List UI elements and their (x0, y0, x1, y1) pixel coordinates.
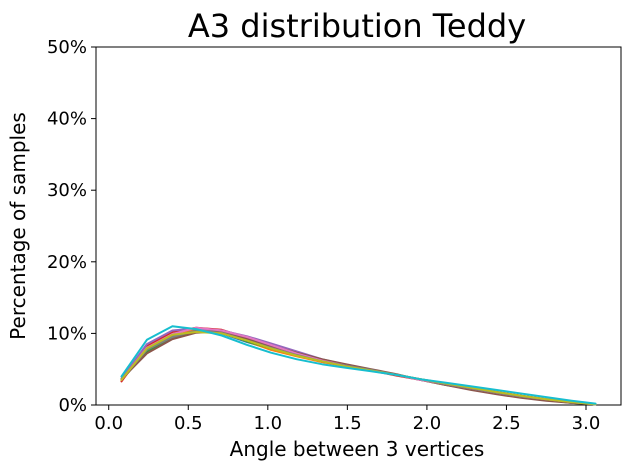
y-tick-label: 10% (47, 323, 87, 344)
x-axis-label: Angle between 3 vertices (230, 437, 485, 461)
plot-frame (95, 46, 622, 406)
y-axis-label: Percentage of samples (6, 112, 30, 340)
plot-area (95, 46, 622, 406)
x-tick-label: 2.5 (492, 413, 521, 434)
y-tick-label: 40% (47, 109, 87, 130)
series-layer (120, 325, 597, 406)
y-tick-label: 0% (58, 395, 87, 416)
x-axis: 0.0 0.5 1.0 1.5 2.0 2.5 3.0 (94, 405, 600, 434)
x-tick-label: 2.0 (413, 413, 442, 434)
x-tick-label: 0.0 (94, 413, 123, 434)
y-tick-label: 30% (47, 180, 87, 201)
series-line-9 (120, 331, 597, 406)
y-axis: 0% 10% 20% 30% 40% 50% (47, 37, 96, 416)
y-tick-label: 20% (47, 252, 87, 273)
x-tick-label: 1.0 (253, 413, 282, 434)
series-line-10 (120, 325, 597, 405)
y-tick-label: 50% (47, 37, 87, 58)
x-tick-label: 0.5 (174, 413, 203, 434)
x-tick-label: 1.5 (333, 413, 362, 434)
chart-title: A3 distribution Teddy (188, 7, 526, 45)
x-tick-label: 3.0 (572, 413, 601, 434)
